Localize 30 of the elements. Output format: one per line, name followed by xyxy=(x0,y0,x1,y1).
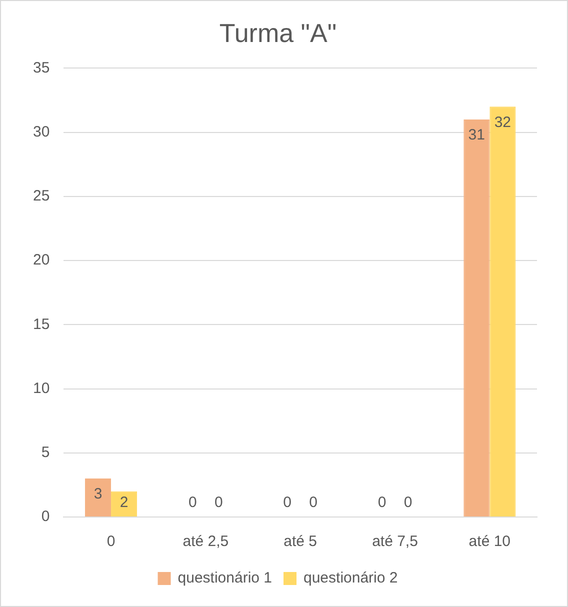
legend-label: questionário 1 xyxy=(178,570,272,587)
bar xyxy=(490,106,516,516)
x-tick-label: até 7,5 xyxy=(372,533,418,550)
y-tick-label: 5 xyxy=(41,444,50,462)
y-tick-label: 10 xyxy=(32,380,50,397)
y-tick-label: 20 xyxy=(32,252,50,269)
data-label: 0 xyxy=(188,494,197,512)
x-tick-label: até 2,5 xyxy=(182,533,229,550)
data-label: 0 xyxy=(283,494,292,512)
x-tick-label: até 5 xyxy=(284,533,318,550)
data-label: 0 xyxy=(404,494,412,512)
data-label: 0 xyxy=(309,494,318,512)
bar xyxy=(111,491,138,516)
chart-title: Turma "A" xyxy=(219,18,337,48)
y-tick-label: 30 xyxy=(32,123,50,140)
y-tick-label: 35 xyxy=(32,59,50,76)
bar xyxy=(464,119,490,516)
data-label: 3 xyxy=(94,486,102,503)
x-tick-label: até 10 xyxy=(468,533,511,550)
data-label: 0 xyxy=(214,494,223,512)
legend-label: questionário 2 xyxy=(304,570,398,587)
data-label: 2 xyxy=(120,494,128,512)
y-tick-label: 0 xyxy=(41,508,50,526)
data-label: 0 xyxy=(378,494,386,512)
y-tick-label: 25 xyxy=(32,188,50,205)
data-label: 31 xyxy=(468,126,485,144)
bar xyxy=(84,478,112,516)
y-tick-label: 15 xyxy=(32,316,50,333)
x-tick-label: 0 xyxy=(106,533,116,550)
data-label: 32 xyxy=(494,114,512,131)
